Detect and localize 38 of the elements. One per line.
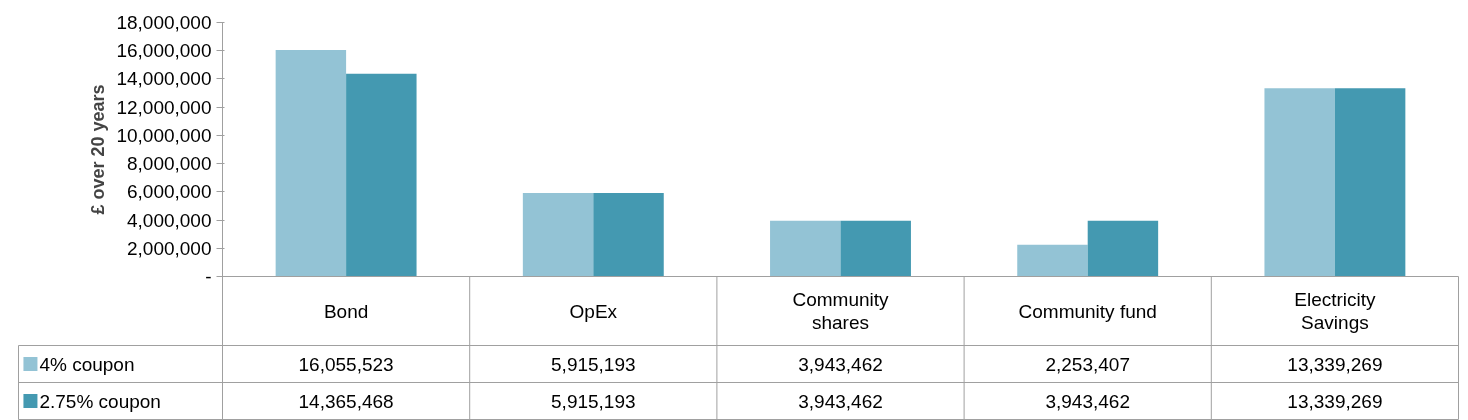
x-tick-label: Bond — [323, 300, 369, 322]
data-label: 14,365,468 — [298, 390, 394, 412]
x-tick-label: Community shares — [792, 288, 890, 334]
bar — [1334, 88, 1406, 277]
y-tick-label: - — [205, 266, 212, 287]
data-label: 13,339,269 — [1287, 390, 1383, 412]
y-axis-title: £ over 20 years — [88, 84, 109, 215]
bar — [346, 73, 417, 277]
y-tick-label: 12,000,000 — [116, 96, 212, 118]
legend-label: 2.75% coupon — [39, 390, 161, 412]
data-label: 2,253,407 — [1045, 353, 1130, 375]
data-label: 16,055,523 — [298, 353, 394, 375]
y-tick-label: 4,000,000 — [126, 209, 212, 231]
y-tick-label: 8,000,000 — [126, 153, 212, 175]
x-tick-label: OpEx — [569, 300, 618, 322]
data-label: 3,943,462 — [798, 353, 883, 375]
y-tick-label: 10,000,000 — [116, 124, 212, 146]
bar — [840, 220, 911, 277]
bar — [1017, 244, 1088, 277]
y-tick-label: 16,000,000 — [116, 40, 212, 62]
x-tick-label: Community fund — [1018, 300, 1157, 322]
y-tick-label: 2,000,000 — [126, 237, 212, 259]
data-label: 3,943,462 — [798, 390, 883, 412]
bar — [522, 193, 594, 277]
bar — [1264, 88, 1335, 277]
data-label: 5,915,193 — [551, 390, 636, 412]
bar — [275, 49, 347, 277]
bar — [593, 193, 664, 277]
y-tick-label: 14,000,000 — [116, 68, 212, 90]
data-label: 13,339,269 — [1287, 353, 1383, 375]
data-label: 3,943,462 — [1045, 390, 1130, 412]
y-tick-label: 6,000,000 — [126, 181, 212, 203]
y-tick-label: 18,000,000 — [116, 12, 212, 33]
x-tick-label: Electricity Savings — [1294, 288, 1377, 334]
legend-label: 4% coupon — [39, 353, 135, 375]
data-label: 5,915,193 — [551, 353, 636, 375]
bar — [1087, 220, 1159, 277]
bar — [770, 220, 841, 277]
